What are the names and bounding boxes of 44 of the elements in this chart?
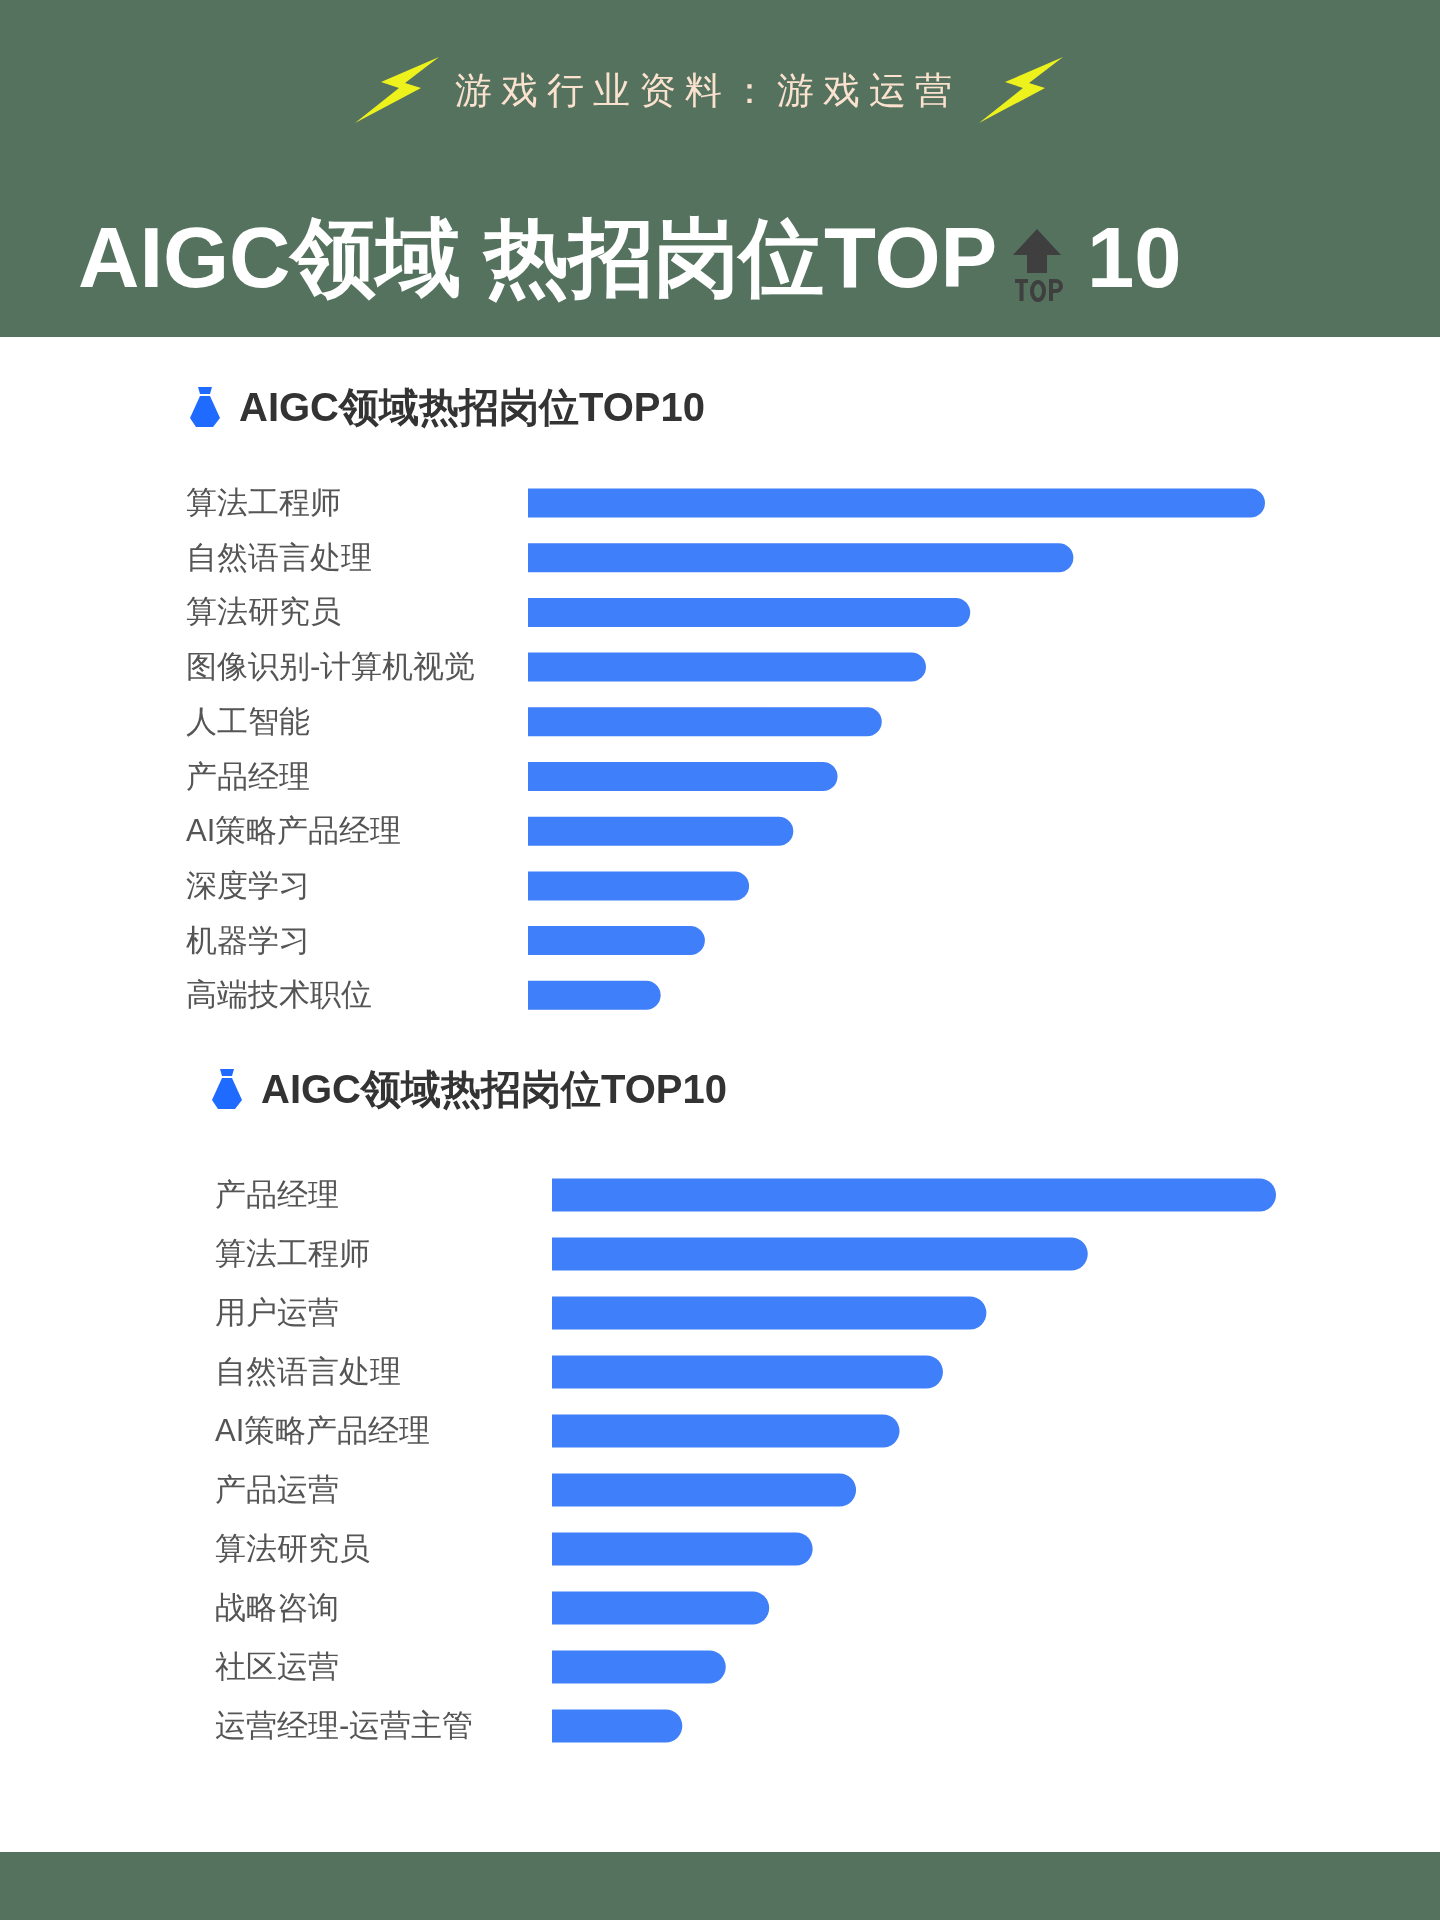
y-tick-label: AI策略产品经理 [215,1412,431,1450]
bar [528,597,971,627]
y-tick-label: 算法研究员 [186,593,341,632]
bar [528,980,661,1010]
y-tick-label: 社区运营 [215,1648,339,1686]
bar [552,1591,770,1625]
bar [552,1650,726,1684]
y-tick-label: AI策略产品经理 [186,812,402,851]
bar [528,871,750,901]
bar [528,488,1265,518]
bar [552,1473,857,1507]
y-tick-label: 产品运营 [215,1471,339,1509]
bar [528,652,926,682]
y-tick-label: 算法工程师 [186,484,341,522]
bar [528,762,838,791]
text: AIGC领域 热招岗位TOP 10 [78,209,1182,307]
chart-title: AIGC领域热招岗位TOP10 [239,384,705,431]
bar [528,816,794,846]
y-tick-label: 算法工程师 [215,1235,370,1273]
bar [552,1414,900,1448]
bar [528,543,1074,573]
y-tick-label: 战略咨询 [215,1589,339,1627]
y-tick-label: 运营经理-运营主管 [215,1707,474,1745]
y-tick-label: 产品经理 [215,1176,339,1214]
chart-title: AIGC领域热招岗位TOP10 [261,1066,727,1113]
y-tick-label: 深度学习 [186,866,310,905]
y-tick-label: 产品经理 [186,757,310,796]
bar [552,1709,683,1743]
bar [552,1178,1276,1212]
bar [528,926,705,956]
bar [552,1237,1088,1271]
y-tick-label: 高端技术职位 [186,976,372,1015]
y-tick-label: 自然语言处理 [186,538,372,577]
bar [552,1296,987,1330]
bar [552,1355,943,1389]
y-tick-label: 机器学习 [186,921,310,960]
y-tick-label: 人工智能 [186,702,310,741]
bar [528,707,882,737]
y-tick-label: 用户运营 [215,1294,339,1332]
text: 游戏行业资料：游戏运营 [455,69,961,113]
bar [552,1532,813,1566]
y-tick-label: 自然语言处理 [215,1353,401,1391]
y-tick-label: 图像识别-计算机视觉 [186,648,476,687]
y-tick-label: 算法研究员 [215,1530,370,1568]
